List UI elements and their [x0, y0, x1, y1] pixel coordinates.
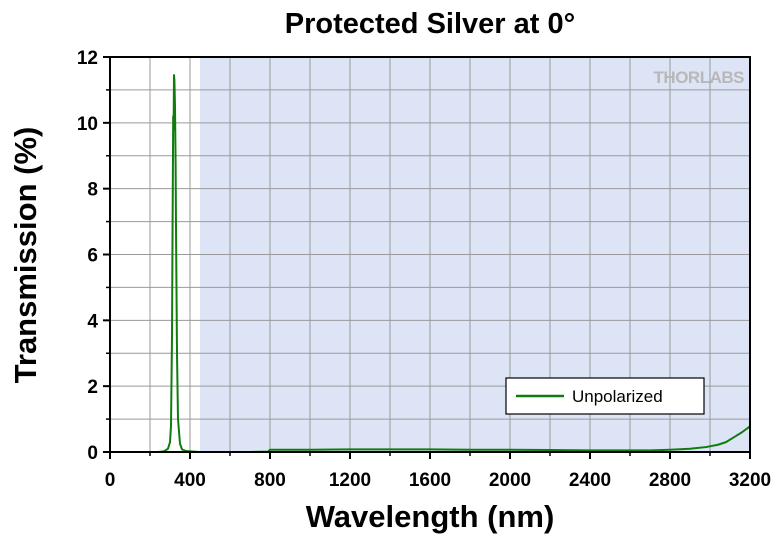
chart-title: Protected Silver at 0° [285, 8, 575, 40]
plot-area: THORLABS 0 400 800 1200 1600 2000 2400 2800 3200 0… [77, 48, 771, 491]
y-tick-label: 4 [87, 311, 98, 332]
x-tick-label: 1200 [329, 470, 371, 491]
thorlabs-logo: THORLABS [654, 68, 745, 87]
x-axis-label: Wavelength (nm) [306, 499, 555, 534]
x-tick-label: 2400 [569, 470, 611, 491]
y-tick-label: 6 [87, 246, 98, 267]
x-tick-label: 3200 [729, 470, 771, 491]
y-tick-label: 8 [87, 180, 98, 201]
y-tick-label: 12 [77, 48, 98, 69]
x-tick-label: 0 [105, 470, 116, 491]
x-tick-label: 1600 [409, 470, 451, 491]
x-tick-label: 800 [254, 470, 286, 491]
x-tick-label: 2800 [649, 470, 691, 491]
y-tick-label: 2 [87, 377, 98, 398]
y-axis-label: Transmission (%) [8, 127, 43, 384]
x-tick-label: 2000 [489, 470, 531, 491]
y-tick-label: 10 [77, 114, 98, 135]
legend-label: Unpolarized [572, 387, 663, 406]
y-tick-label: 0 [87, 443, 98, 464]
legend: Unpolarized [505, 377, 705, 415]
x-tick-label: 400 [174, 470, 206, 491]
